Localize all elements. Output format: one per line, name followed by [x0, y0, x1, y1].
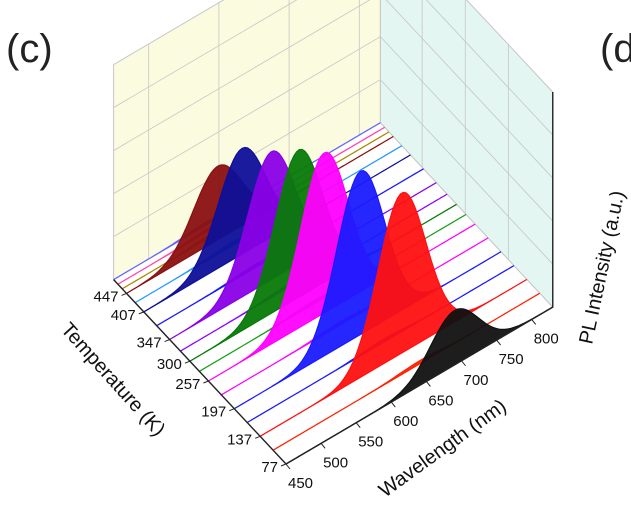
- temperature-tick-label: 197: [201, 404, 226, 421]
- wavelength-tick-labels: 450 500 550 600 650 700 750 800: [288, 330, 559, 492]
- x-axis-title: Wavelength (nm): [375, 395, 511, 502]
- wavelength-tick: [461, 360, 466, 367]
- wavelength-tick: [531, 319, 537, 325]
- temperature-tick: [229, 408, 235, 412]
- side-wall-grid-line: [380, 79, 554, 265]
- wavelength-tick-label: 750: [499, 351, 524, 368]
- temperature-tick: [164, 339, 170, 342]
- temperature-tick: [184, 360, 191, 364]
- wavelength-tick: [426, 381, 431, 387]
- wavelength-axis-line: [285, 306, 554, 465]
- temperature-tick: [254, 435, 261, 439]
- wavelength-tick-label: 600: [393, 413, 418, 430]
- temperature-tick-label: 300: [157, 356, 182, 373]
- temperature-tick-label: 77: [261, 459, 278, 476]
- spectrum-area: [272, 292, 541, 451]
- wavelength-tick: [355, 422, 361, 429]
- temperature-axis-line: [113, 279, 287, 465]
- side-wall-grid-line: [380, 36, 554, 222]
- wavelength-tick-label: 450: [288, 475, 313, 492]
- wavelength-tick: [496, 339, 501, 346]
- panel-label-d-partial: (d: [600, 27, 631, 71]
- temperature-tick: [203, 380, 209, 384]
- wavelength-tick: [320, 443, 326, 449]
- temperature-tick: [121, 292, 127, 296]
- wavelength-tick-label: 800: [534, 330, 559, 347]
- temperature-tick-label: 447: [93, 288, 118, 305]
- temperature-tick-label: 407: [111, 307, 136, 324]
- temperature-tick: [280, 463, 287, 467]
- spectrum-area: [233, 169, 502, 410]
- wavelength-tick-label: 700: [464, 372, 489, 389]
- back-wall-grid-line: [113, 0, 371, 151]
- back-wall-grid-line: [113, 0, 298, 108]
- wavelength-tick-label: 500: [323, 454, 348, 471]
- axis-lines: [113, 92, 554, 470]
- wavelength-tick: [390, 401, 396, 408]
- wavelength-tick-label: 550: [358, 434, 383, 451]
- z-axis-title: PL Intensity (a.u.): [575, 189, 629, 346]
- side-wall-grid-line: [385, 0, 554, 179]
- back-wall-grid-line: [113, 36, 381, 194]
- plot-grid: [113, 0, 554, 265]
- temperature-tick: [138, 311, 144, 315]
- spectrum-area: [259, 191, 528, 437]
- temperature-tick-label: 257: [175, 376, 200, 393]
- wavelength-tick: [285, 463, 291, 470]
- temperature-tick-label: 137: [227, 431, 252, 448]
- temperature-tick-label: 347: [137, 335, 162, 352]
- side-wall-grid-line: [425, 0, 554, 136]
- panel-label-c: (c): [6, 27, 53, 71]
- wavelength-tick-label: 650: [428, 392, 453, 409]
